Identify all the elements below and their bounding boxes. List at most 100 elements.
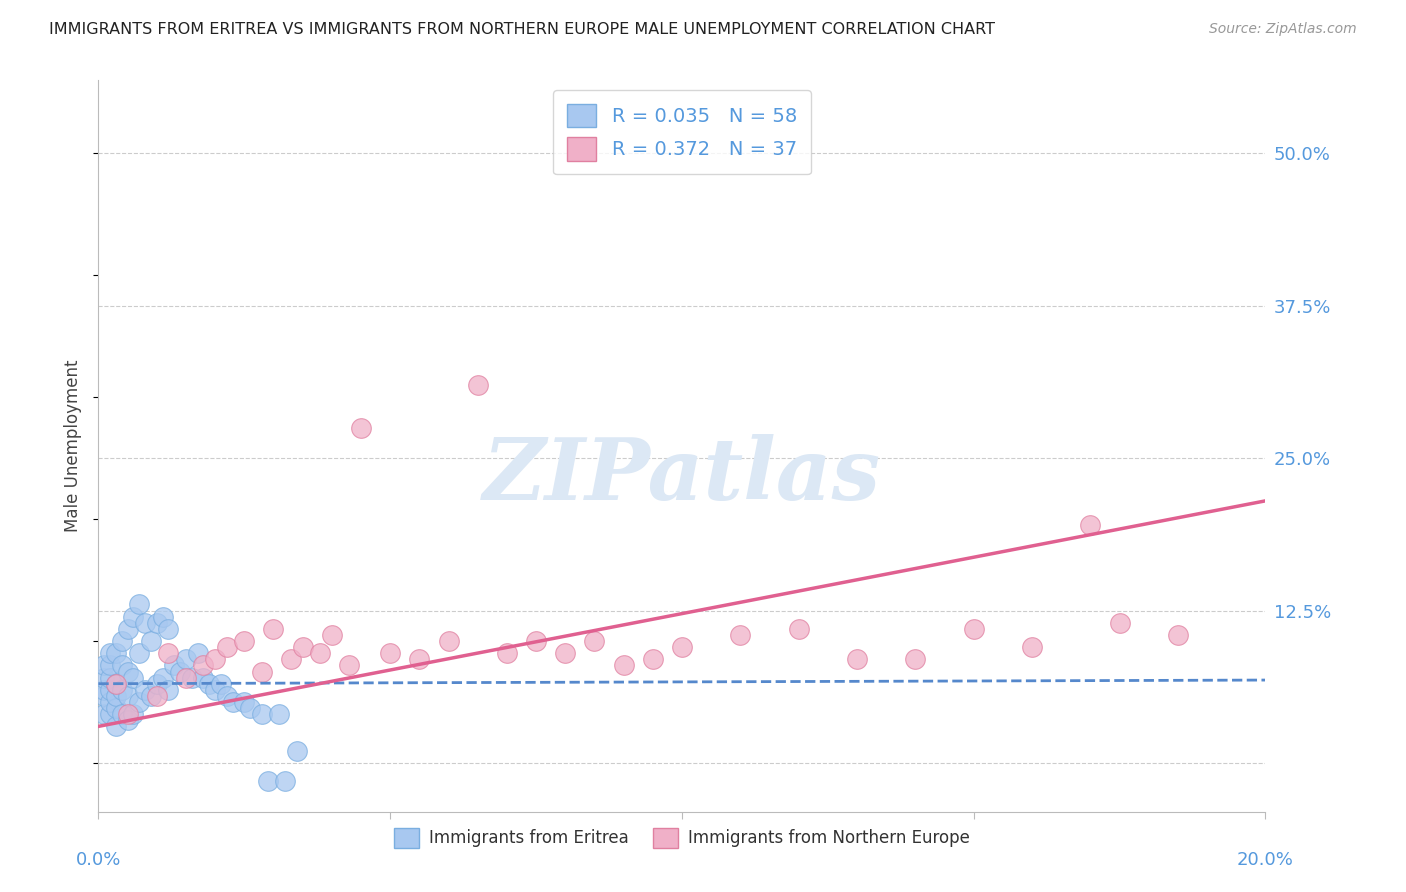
Point: [93, 707, 115, 722]
Point: [198, 676, 221, 690]
Point: [122, 609, 145, 624]
Point: [1080, 518, 1102, 533]
Point: [163, 658, 186, 673]
Point: [93, 682, 115, 697]
Point: [269, 707, 291, 722]
Point: [180, 671, 202, 685]
Point: [904, 652, 927, 666]
Point: [152, 609, 174, 624]
Point: [846, 652, 869, 666]
Text: ZIPatlas: ZIPatlas: [482, 434, 882, 517]
Point: [104, 646, 127, 660]
Point: [524, 634, 547, 648]
Point: [146, 615, 169, 630]
Point: [169, 665, 191, 679]
Point: [98, 658, 121, 673]
Point: [496, 646, 519, 660]
Point: [612, 658, 634, 673]
Point: [962, 622, 984, 636]
Y-axis label: Male Unemployment: Male Unemployment: [65, 359, 83, 533]
Text: IMMIGRANTS FROM ERITREA VS IMMIGRANTS FROM NORTHERN EUROPE MALE UNEMPLOYMENT COR: IMMIGRANTS FROM ERITREA VS IMMIGRANTS FR…: [49, 22, 995, 37]
Point: [93, 671, 115, 685]
Point: [117, 714, 139, 728]
Point: [122, 707, 145, 722]
Point: [437, 634, 460, 648]
Point: [157, 622, 180, 636]
Point: [98, 707, 121, 722]
Point: [787, 622, 810, 636]
Point: [174, 652, 197, 666]
Point: [104, 689, 127, 703]
Point: [187, 646, 209, 660]
Point: [641, 652, 664, 666]
Point: [139, 634, 162, 648]
Point: [98, 671, 121, 685]
Point: [215, 689, 238, 703]
Point: [111, 682, 134, 697]
Point: [128, 695, 150, 709]
Point: [467, 378, 489, 392]
Point: [215, 640, 238, 655]
Point: [408, 652, 430, 666]
Point: [111, 658, 134, 673]
Point: [280, 652, 302, 666]
Point: [250, 665, 273, 679]
Point: [671, 640, 693, 655]
Point: [104, 719, 127, 733]
Point: [111, 634, 134, 648]
Point: [117, 622, 139, 636]
Point: [122, 671, 145, 685]
Point: [233, 695, 256, 709]
Text: 20.0%: 20.0%: [1237, 851, 1294, 869]
Point: [262, 622, 284, 636]
Point: [291, 640, 314, 655]
Point: [250, 707, 273, 722]
Point: [350, 421, 373, 435]
Point: [285, 744, 308, 758]
Point: [193, 658, 215, 673]
Point: [554, 646, 576, 660]
Point: [239, 701, 262, 715]
Point: [128, 646, 150, 660]
Point: [321, 628, 343, 642]
Point: [93, 689, 115, 703]
Point: [174, 671, 197, 685]
Point: [730, 628, 752, 642]
Point: [134, 682, 156, 697]
Point: [256, 774, 278, 789]
Point: [204, 652, 226, 666]
Point: [98, 646, 121, 660]
Point: [104, 676, 127, 690]
Point: [1167, 628, 1189, 642]
Point: [128, 598, 150, 612]
Point: [98, 682, 121, 697]
Point: [111, 707, 134, 722]
Point: [221, 695, 243, 709]
Point: [193, 671, 215, 685]
Point: [152, 671, 174, 685]
Point: [204, 682, 226, 697]
Point: [98, 695, 121, 709]
Point: [337, 658, 360, 673]
Point: [93, 658, 115, 673]
Point: [274, 774, 297, 789]
Point: [134, 615, 156, 630]
Point: [104, 676, 127, 690]
Point: [139, 689, 162, 703]
Point: [1021, 640, 1043, 655]
Point: [209, 676, 232, 690]
Point: [309, 646, 332, 660]
Point: [104, 701, 127, 715]
Point: [583, 634, 606, 648]
Point: [157, 646, 180, 660]
Point: [146, 676, 169, 690]
Point: [157, 682, 180, 697]
Legend: Immigrants from Eritrea, Immigrants from Northern Europe: Immigrants from Eritrea, Immigrants from…: [387, 821, 977, 855]
Point: [1108, 615, 1130, 630]
Text: Source: ZipAtlas.com: Source: ZipAtlas.com: [1209, 22, 1357, 37]
Point: [117, 689, 139, 703]
Point: [380, 646, 402, 660]
Point: [117, 707, 139, 722]
Text: 0.0%: 0.0%: [76, 851, 121, 869]
Point: [233, 634, 256, 648]
